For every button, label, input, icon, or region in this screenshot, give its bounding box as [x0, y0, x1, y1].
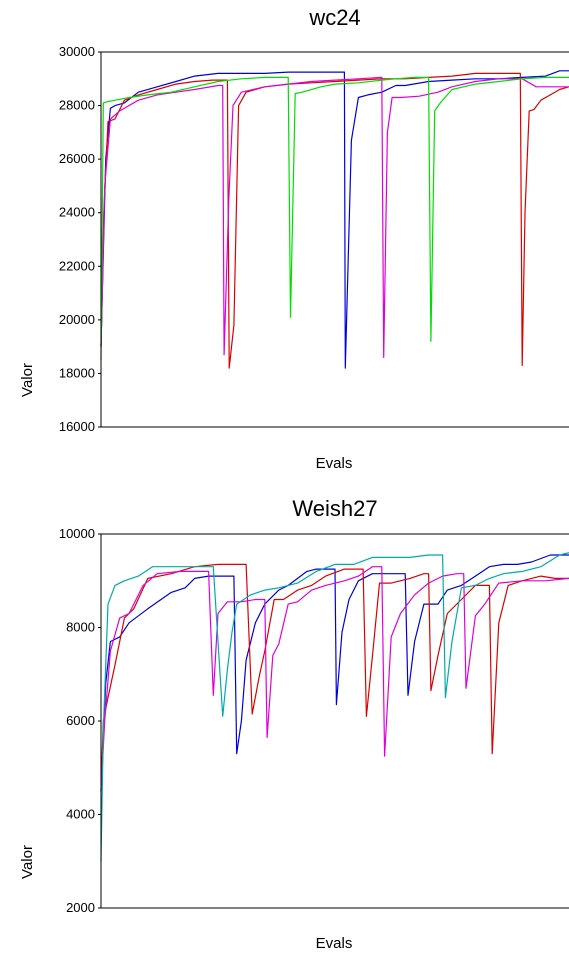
series-line-2	[100, 566, 569, 792]
y-tick-label: 4000	[66, 807, 95, 822]
y-tick-labels: 16000 18000 20000 22000 24000 26000 28000 30000	[59, 44, 101, 434]
series-line-0	[100, 70, 569, 369]
series-line-0	[100, 554, 569, 792]
series-line-1	[100, 72, 569, 369]
chart-title: Weish27	[292, 496, 377, 521]
y-tick-label: 18000	[59, 365, 95, 380]
y-tick-label: 10000	[59, 526, 95, 541]
plot-lines	[100, 552, 569, 862]
y-tick-label: 22000	[59, 258, 95, 273]
y-tick-label: 2000	[66, 900, 95, 915]
y-tick-labels: 2000 4000 6000 8000 10000	[59, 526, 101, 915]
y-tick-label: 26000	[59, 151, 95, 166]
y-tick-label: 6000	[66, 713, 95, 728]
x-axis-label: Evals	[316, 935, 353, 952]
chart-title: wc24	[308, 5, 360, 30]
y-tick-label: 30000	[59, 44, 95, 59]
plot-lines	[100, 70, 569, 369]
series-line-3	[100, 552, 569, 862]
y-tick-label: 8000	[66, 620, 95, 635]
y-tick-label: 16000	[59, 419, 95, 434]
y-tick-label: 24000	[59, 205, 95, 220]
y-tick-label: 20000	[59, 312, 95, 327]
series-line-2	[100, 76, 569, 358]
chart-wc24: wc24 Evals Valor 16000 18000 20000 22000 240…	[19, 5, 569, 472]
x-axis-label: Evals	[316, 455, 353, 472]
y-axis-label: Valor	[19, 845, 36, 879]
y-axis-label: Valor	[19, 363, 36, 397]
series-line-3	[100, 76, 569, 361]
chart-weish27: Weish27 Evals Valor 2000 4000 6000 8000 1000…	[19, 496, 569, 952]
y-tick-label: 28000	[59, 98, 95, 113]
series-line-1	[100, 563, 569, 792]
